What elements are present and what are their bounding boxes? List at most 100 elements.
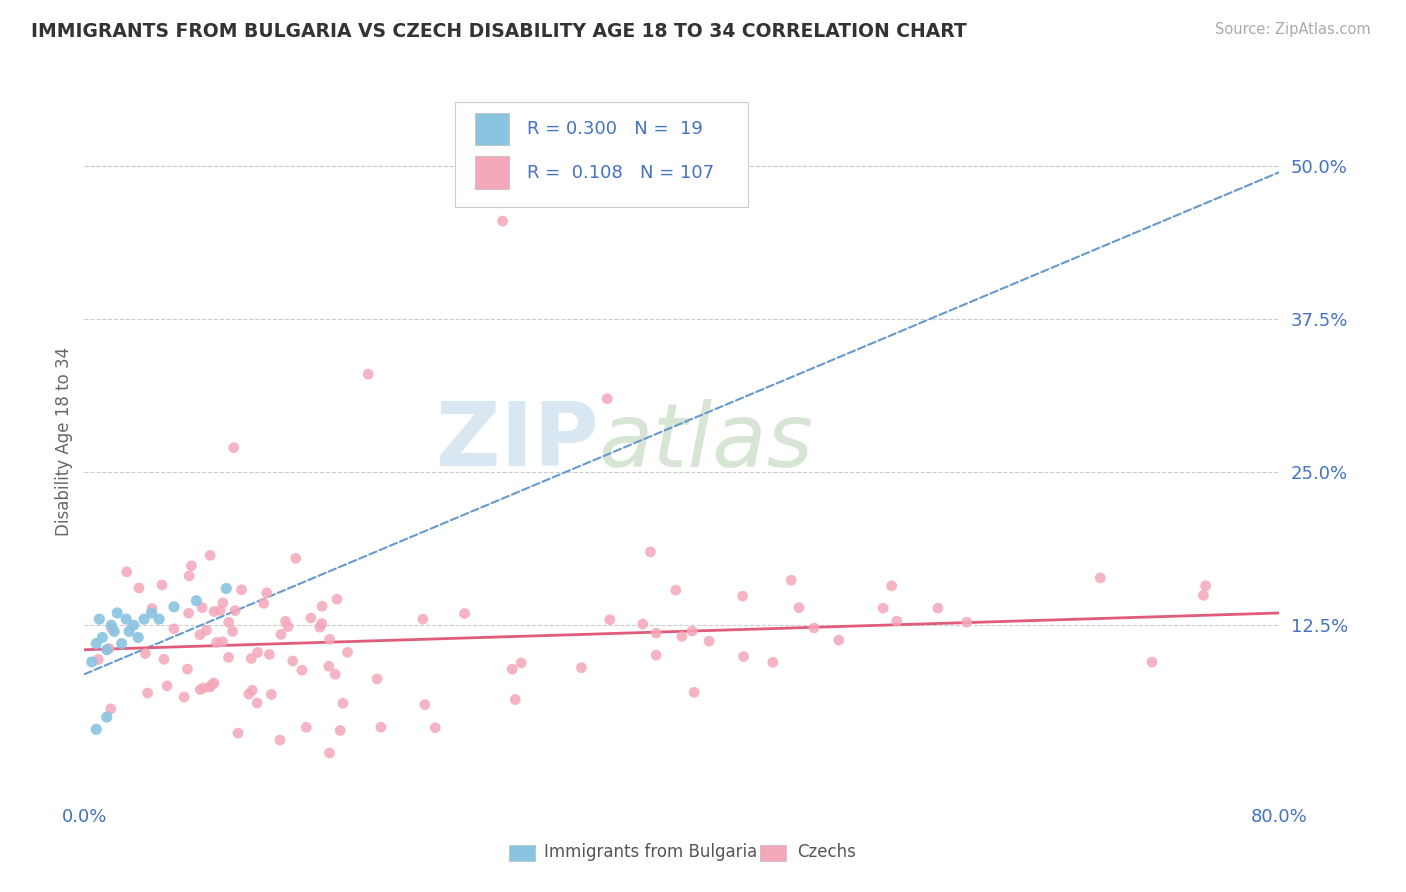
Point — [122, 618, 145, 632]
Point — [1140, 655, 1163, 669]
Point — [323, 667, 346, 681]
Text: Czechs: Czechs — [797, 843, 855, 861]
Point — [179, 569, 201, 583]
Point — [246, 645, 269, 659]
Point — [366, 672, 388, 686]
Point — [762, 655, 785, 669]
Point — [318, 746, 340, 760]
Point — [501, 662, 523, 676]
Point — [226, 726, 249, 740]
Point — [329, 723, 352, 738]
Point — [141, 606, 163, 620]
Point — [205, 635, 228, 649]
Bar — [509, 845, 534, 861]
Point — [256, 586, 278, 600]
Point — [318, 632, 340, 647]
Point — [105, 606, 128, 620]
Y-axis label: Disability Age 18 to 34: Disability Age 18 to 34 — [55, 347, 73, 536]
Point — [153, 652, 176, 666]
Point — [425, 721, 447, 735]
Point — [872, 601, 894, 615]
Text: R = 0.300   N =  19: R = 0.300 N = 19 — [527, 120, 703, 138]
Point — [787, 600, 810, 615]
Point — [218, 615, 240, 630]
Point — [91, 631, 114, 645]
Text: Source: ZipAtlas.com: Source: ZipAtlas.com — [1215, 22, 1371, 37]
Point — [683, 685, 706, 699]
Point — [215, 582, 238, 596]
Text: R =  0.108   N = 107: R = 0.108 N = 107 — [527, 164, 714, 182]
Point — [198, 680, 221, 694]
Point — [100, 618, 122, 632]
Text: Immigrants from Bulgaria: Immigrants from Bulgaria — [544, 843, 758, 861]
Point — [240, 683, 263, 698]
Point — [86, 723, 108, 737]
Point — [671, 629, 693, 643]
Point — [284, 551, 307, 566]
Point — [780, 573, 803, 587]
Point — [886, 614, 908, 628]
Point — [332, 696, 354, 710]
Point — [156, 679, 179, 693]
Point — [927, 601, 949, 615]
Point — [311, 616, 333, 631]
Point — [134, 647, 156, 661]
Point — [645, 648, 668, 663]
Point — [211, 596, 233, 610]
Point — [697, 634, 720, 648]
Point — [200, 549, 222, 563]
Point — [141, 601, 163, 615]
Point — [596, 392, 619, 406]
Point — [803, 621, 825, 635]
Point — [150, 578, 173, 592]
Point — [828, 633, 851, 648]
Point — [503, 692, 526, 706]
FancyBboxPatch shape — [456, 102, 748, 207]
Point — [127, 631, 149, 645]
Point — [665, 583, 688, 598]
Point — [202, 676, 225, 690]
Point — [231, 582, 253, 597]
Point — [269, 733, 291, 747]
Point — [880, 579, 903, 593]
Point — [163, 599, 186, 614]
Point — [270, 627, 292, 641]
Point — [318, 659, 340, 673]
Point — [357, 367, 380, 381]
Point — [103, 624, 125, 639]
Point — [260, 688, 283, 702]
Point — [176, 662, 198, 676]
Point — [148, 612, 170, 626]
Point — [238, 687, 260, 701]
Point — [89, 612, 111, 626]
Point — [224, 604, 246, 618]
Text: atlas: atlas — [599, 399, 813, 484]
Point — [222, 441, 245, 455]
Point — [195, 624, 218, 638]
Point — [191, 600, 214, 615]
Point — [599, 613, 621, 627]
Point — [277, 619, 299, 633]
Point — [136, 686, 159, 700]
Point — [96, 642, 118, 657]
Point — [211, 634, 233, 648]
Point — [132, 612, 156, 626]
Point — [274, 614, 297, 628]
Point — [115, 612, 138, 626]
Point — [173, 690, 195, 704]
Point — [731, 589, 754, 603]
Point — [412, 612, 434, 626]
Point — [311, 599, 333, 614]
Point — [202, 605, 225, 619]
Text: IMMIGRANTS FROM BULGARIA VS CZECH DISABILITY AGE 18 TO 34 CORRELATION CHART: IMMIGRANTS FROM BULGARIA VS CZECH DISABI… — [31, 22, 967, 41]
Point — [631, 617, 654, 632]
Point — [98, 641, 121, 656]
Text: ZIP: ZIP — [436, 398, 599, 485]
Bar — [475, 112, 509, 145]
Point — [188, 682, 211, 697]
Point — [240, 651, 263, 665]
Point — [209, 603, 232, 617]
Point — [645, 626, 668, 640]
Point — [246, 696, 269, 710]
Point — [87, 652, 110, 666]
